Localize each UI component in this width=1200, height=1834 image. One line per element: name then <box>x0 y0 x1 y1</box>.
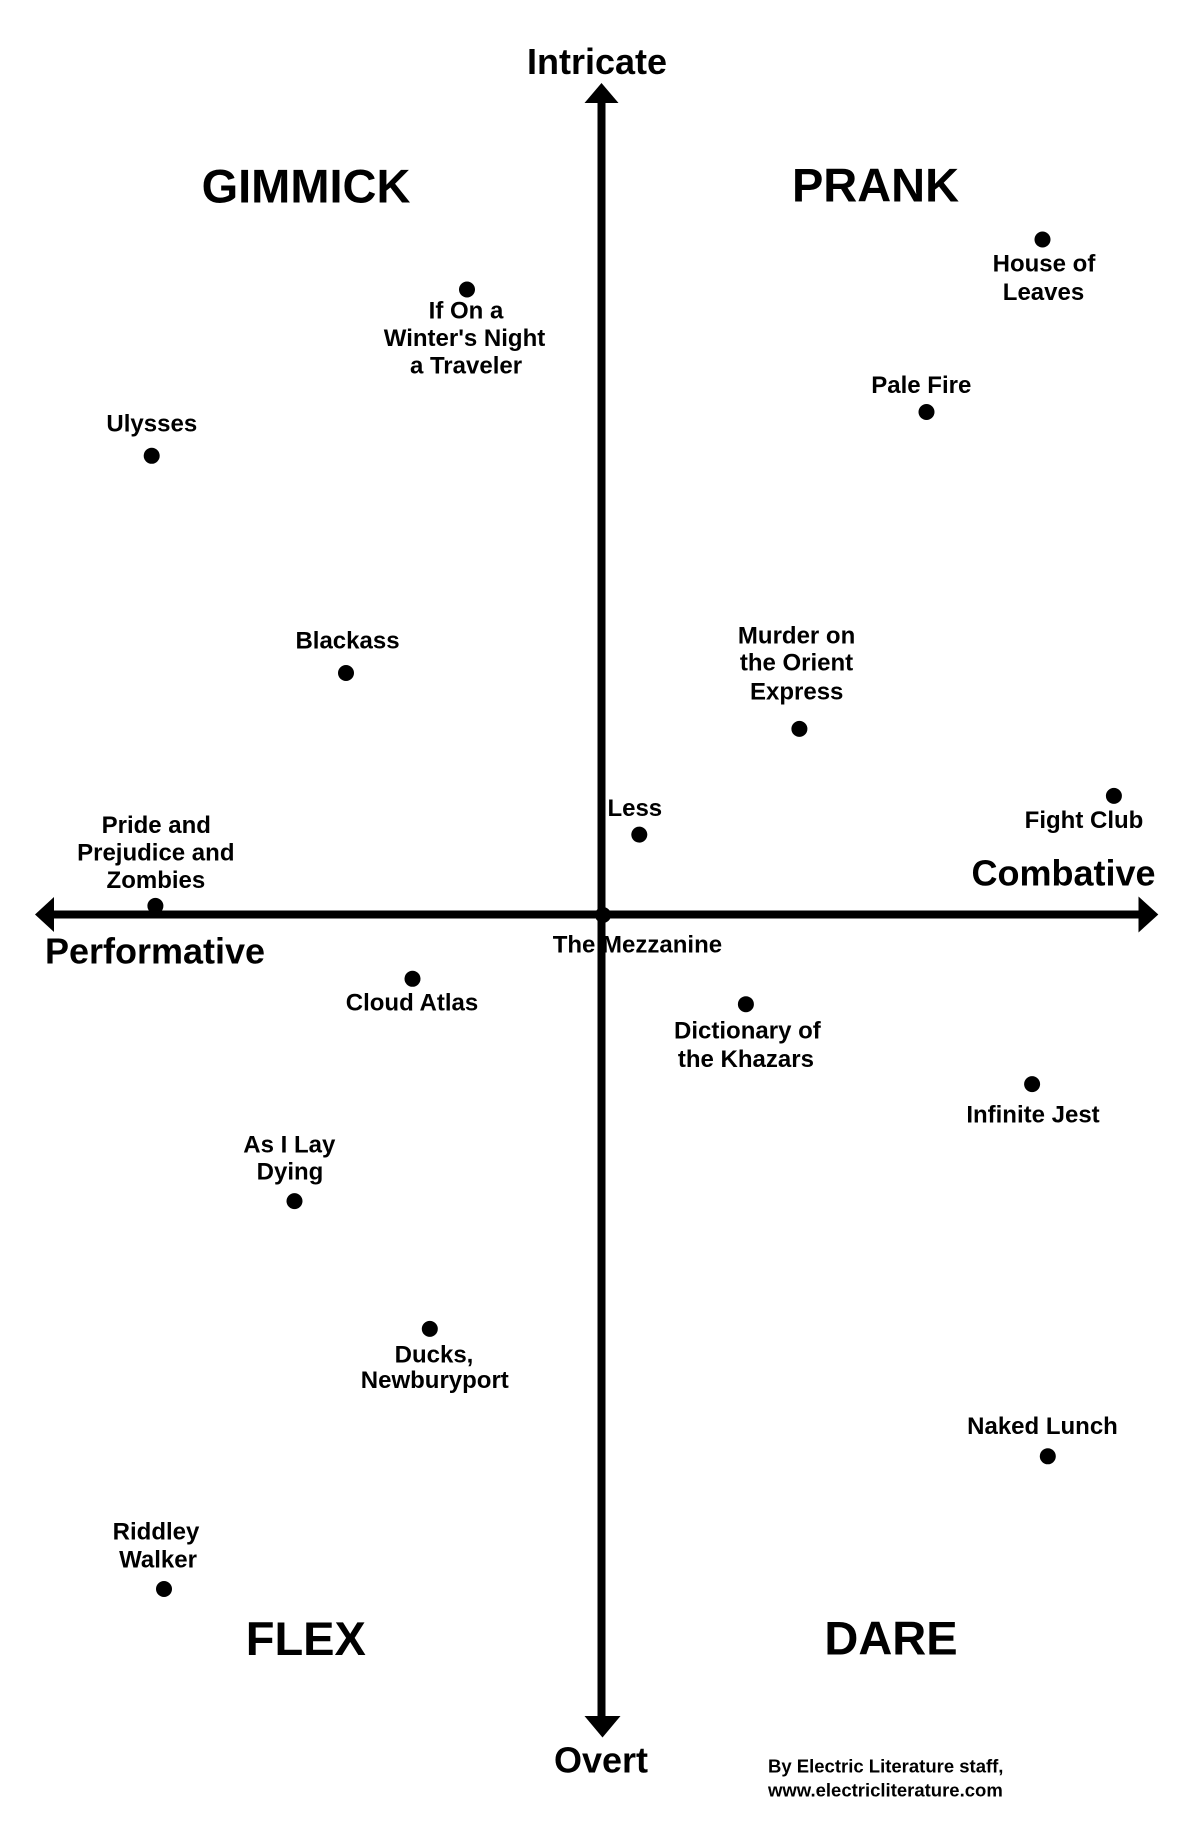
svg-text:Ducks,: Ducks, <box>395 1342 474 1369</box>
svg-text:the Orient: the Orient <box>740 650 853 677</box>
svg-text:Newburyport: Newburyport <box>361 1367 509 1394</box>
svg-text:Riddley: Riddley <box>113 1519 200 1546</box>
svg-text:the Khazars: the Khazars <box>678 1046 814 1073</box>
svg-text:PRANK: PRANK <box>792 159 959 212</box>
svg-text:Infinite Jest: Infinite Jest <box>966 1101 1099 1128</box>
svg-text:If On a: If On a <box>429 298 504 325</box>
svg-text:Naked Lunch: Naked Lunch <box>967 1413 1118 1440</box>
svg-text:Blackass: Blackass <box>295 628 399 655</box>
svg-text:Fight Club: Fight Club <box>1025 807 1144 834</box>
svg-text:Overt: Overt <box>554 1740 648 1781</box>
svg-text:Less: Less <box>607 795 662 822</box>
svg-text:a Traveler: a Traveler <box>410 353 522 380</box>
svg-text:Intricate: Intricate <box>527 41 667 82</box>
svg-text:Dictionary of: Dictionary of <box>674 1017 822 1044</box>
svg-text:FLEX: FLEX <box>246 1612 366 1665</box>
svg-text:House of: House of <box>993 250 1097 277</box>
svg-text:Zombies: Zombies <box>107 867 206 894</box>
svg-text:Murder on: Murder on <box>738 623 855 650</box>
svg-text:Cloud Atlas: Cloud Atlas <box>346 990 478 1017</box>
svg-text:Walker: Walker <box>119 1547 197 1574</box>
svg-text:Ulysses: Ulysses <box>106 411 197 438</box>
svg-text:Prejudice and: Prejudice and <box>77 840 234 867</box>
svg-text:Combative: Combative <box>971 853 1155 894</box>
svg-text:Winter's Night: Winter's Night <box>384 325 545 352</box>
svg-text:Performative: Performative <box>45 931 265 972</box>
svg-text:Pride and: Pride and <box>102 812 211 839</box>
svg-text:DARE: DARE <box>824 1612 957 1665</box>
svg-text:Pale Fire: Pale Fire <box>871 372 971 399</box>
svg-text:Dying: Dying <box>257 1159 324 1186</box>
svg-text:www.electricliterature.com: www.electricliterature.com <box>767 1780 1003 1801</box>
svg-text:By Electric Literature staff,: By Electric Literature staff, <box>768 1756 1003 1777</box>
svg-text:Express: Express <box>750 678 843 705</box>
svg-text:As I Lay: As I Lay <box>243 1132 336 1159</box>
svg-text:Leaves: Leaves <box>1003 279 1084 306</box>
svg-text:The Mezzanine: The Mezzanine <box>553 932 722 959</box>
svg-text:GIMMICK: GIMMICK <box>202 159 411 212</box>
